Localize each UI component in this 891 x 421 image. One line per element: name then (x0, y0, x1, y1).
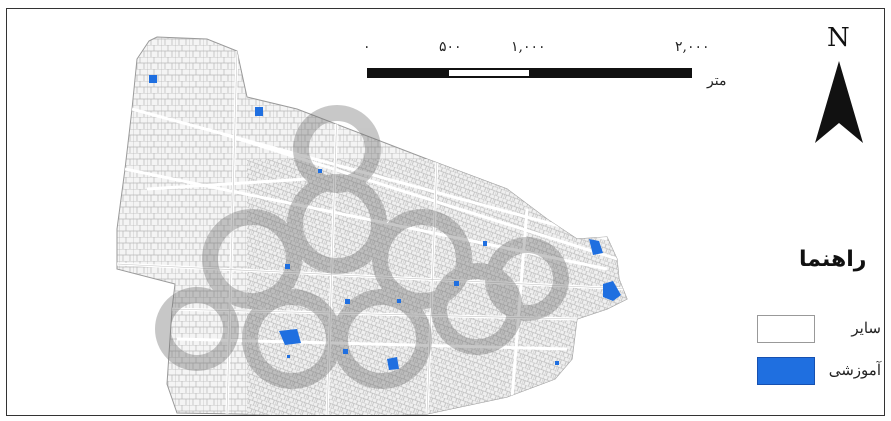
legend-label-educational: آموزشی (828, 361, 881, 379)
scale-tick-2000: ۲,۰۰۰ (675, 39, 710, 55)
north-label: N (827, 23, 850, 53)
legend-swatch-other (757, 315, 815, 343)
scale-bar (367, 68, 692, 78)
map-canvas (116, 36, 692, 415)
scale-tick-0: ۰ (363, 39, 371, 55)
scale-tick-1000: ۱,۰۰۰ (511, 39, 546, 55)
legend-label-other: سایر (851, 319, 881, 337)
scale-tick-500: ۵۰۰ (439, 39, 462, 55)
legend-swatch-educational (757, 357, 815, 385)
educational-parcels (149, 75, 621, 370)
watermark-emblem-icon (155, 105, 569, 389)
scale-unit: متر (707, 73, 727, 89)
legend-title: راهنما (799, 247, 867, 272)
map-frame: ۰ ۵۰۰ ۱,۰۰۰ ۲,۰۰۰ متر N راهنما سایر آموز… (6, 8, 885, 416)
north-arrow-icon (815, 61, 863, 143)
